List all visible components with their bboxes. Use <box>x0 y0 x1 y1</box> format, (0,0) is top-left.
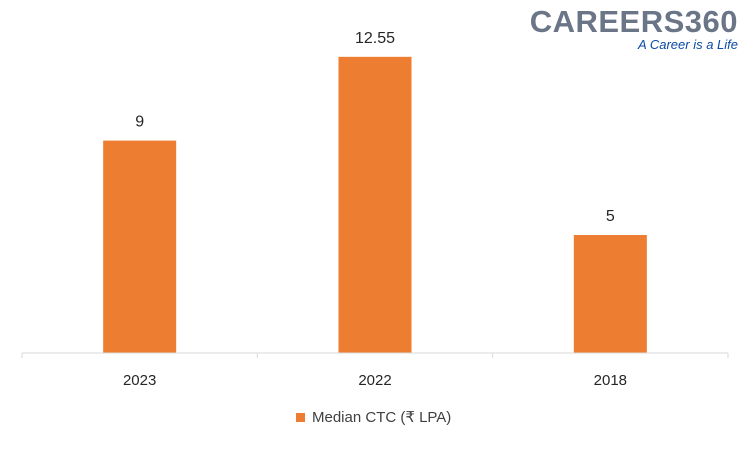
legend-label: Median CTC (₹ LPA) <box>312 409 451 426</box>
data-labels-group: 9 12.55 5 <box>135 30 615 225</box>
bar-2018 <box>573 235 647 353</box>
bar-2022 <box>338 56 412 353</box>
x-axis <box>21 352 729 358</box>
bar-2023 <box>103 140 177 353</box>
data-label-2018: 5 <box>606 208 615 225</box>
x-tick-labels-group: 2023 2022 2018 <box>123 372 627 389</box>
careers360-logo: CAREERS360 A Career is a Life <box>530 4 738 52</box>
logo-tagline: A Career is a Life <box>638 37 738 52</box>
x-tick-label-2022: 2022 <box>358 372 391 389</box>
x-tick-label-2023: 2023 <box>123 372 156 389</box>
bars-group <box>103 56 647 353</box>
legend-swatch <box>296 413 305 422</box>
legend: Median CTC (₹ LPA) <box>296 409 451 426</box>
x-tick-label-2018: 2018 <box>594 372 627 389</box>
data-label-2022: 12.55 <box>355 30 395 47</box>
logo-wordmark: CAREERS360 <box>529 4 738 39</box>
data-label-2023: 9 <box>135 114 144 131</box>
